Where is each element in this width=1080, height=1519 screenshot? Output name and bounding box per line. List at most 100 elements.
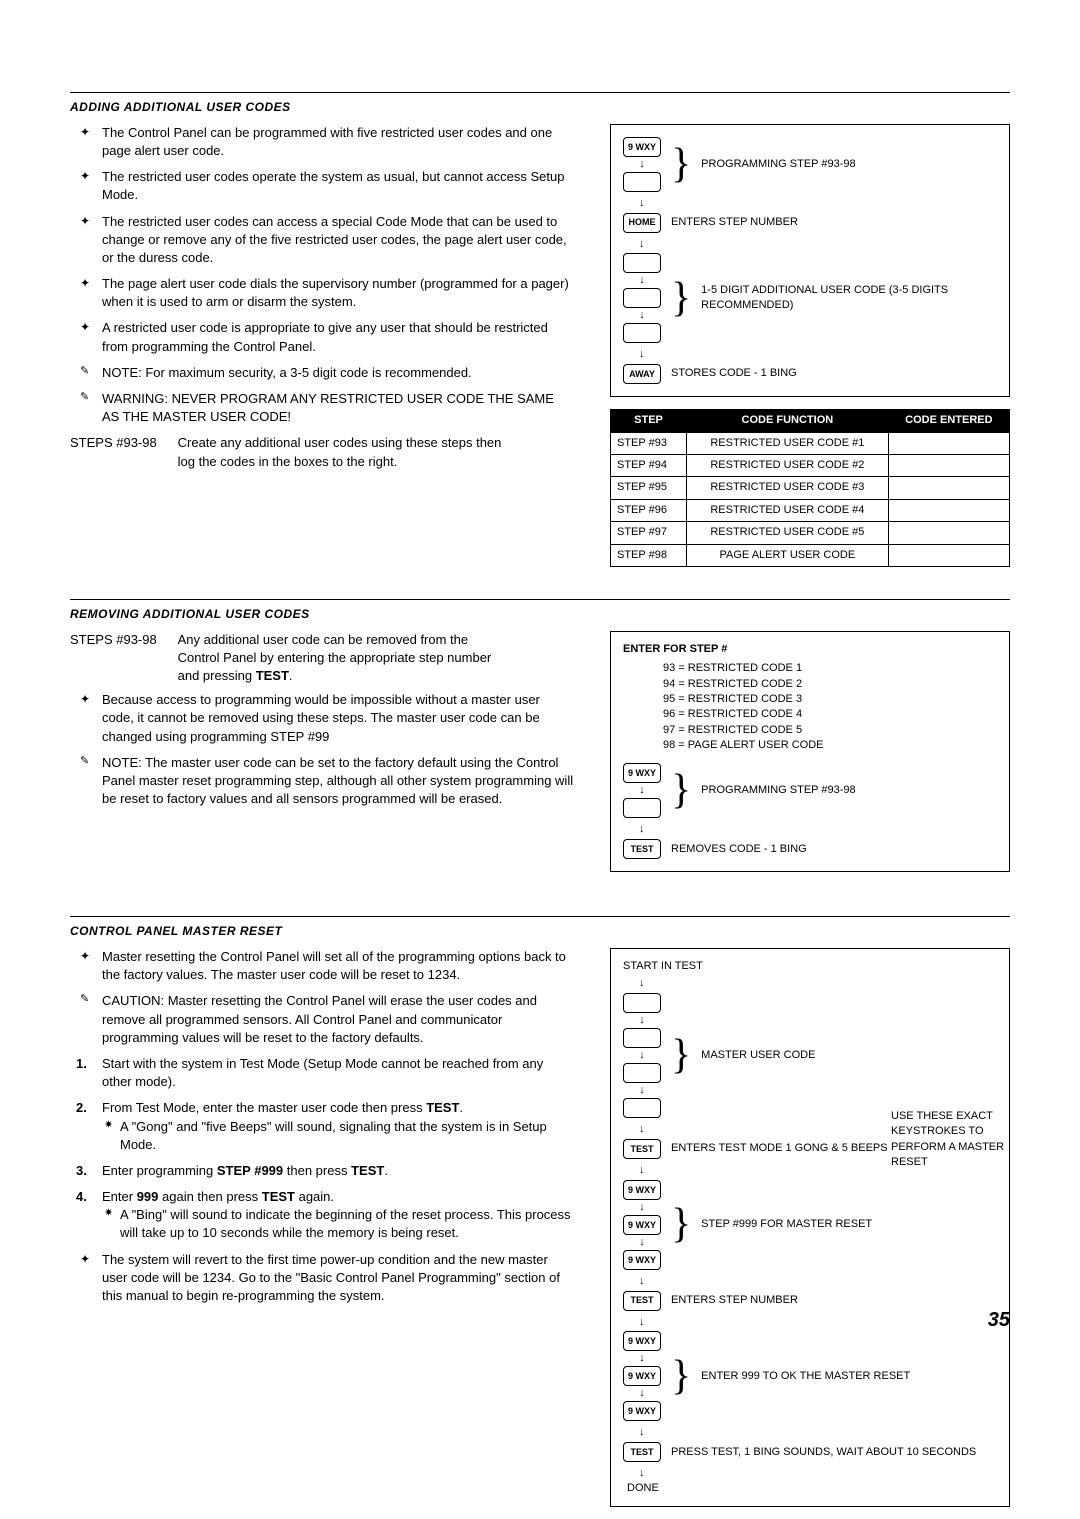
table-row: STEP #93RESTRICTED USER CODE #1 [611, 432, 1010, 454]
reset-title: CONTROL PANEL MASTER RESET [70, 923, 1010, 940]
keypad-key-home: HOME [623, 213, 661, 233]
arrow-down-icon: ↓ [639, 197, 645, 209]
numlist-text: From Test Mode, enter the master user co… [102, 1100, 463, 1115]
flow-text: STORES CODE - 1 BING [671, 366, 997, 381]
flow-text: REMOVES CODE - 1 BING [671, 842, 997, 857]
bold-text: TEST [426, 1100, 459, 1115]
arrow-down-icon: ↓ [639, 1426, 645, 1438]
arrow-down-icon: ↓ [639, 1467, 645, 1479]
code-list-item: 97 = RESTRICTED CODE 5 [663, 723, 997, 738]
flow-text: MASTER USER CODE [701, 1048, 997, 1063]
table-cell: RESTRICTED USER CODE #1 [687, 432, 889, 454]
note-item: CAUTION: Master resetting the Control Pa… [102, 992, 574, 1047]
arrow-down-icon: ↓ [639, 1275, 645, 1287]
flow-row: TESTPRESS TEST, 1 BING SOUNDS, WAIT ABOU… [623, 1442, 997, 1462]
adding-right: 9 WXY↓}PROGRAMMING STEP #93-98↓HOMEENTER… [610, 124, 1010, 567]
reset-columns: Master resetting the Control Panel will … [70, 948, 1010, 1519]
numlist-number: 4. [76, 1188, 87, 1206]
codes-table: STEPCODE FUNCTIONCODE ENTERED STEP #93RE… [610, 409, 1010, 567]
flow-text: PROGRAMMING STEP #93-98 [701, 157, 997, 172]
flow-text: ENTERS STEP NUMBER [671, 215, 997, 230]
arrow-down-icon: ↓ [639, 1388, 645, 1399]
arrow-down-icon: ↓ [639, 823, 645, 835]
flow-row: TESTENTERS STEP NUMBER [623, 1291, 997, 1311]
table-cell: RESTRICTED USER CODE #2 [687, 454, 889, 476]
table-row: STEP #94RESTRICTED USER CODE #2 [611, 454, 1010, 476]
arrow-down-icon: ↓ [639, 1164, 645, 1176]
numlist-number: 1. [76, 1055, 87, 1073]
codes-table-head: STEPCODE FUNCTIONCODE ENTERED [611, 410, 1010, 432]
keypad-key-9-wxy: 9 WXY [623, 1366, 661, 1386]
keypad-key-9-wxy: 9 WXY [623, 1180, 661, 1200]
removing-steps-row: STEPS #93-98 Any additional user code ca… [70, 631, 574, 686]
table-header: STEP [611, 410, 687, 432]
bullet-item: A restricted user code is appropriate to… [102, 319, 574, 355]
numlist-number: 3. [76, 1162, 87, 1180]
bold-text: STEP #999 [217, 1163, 283, 1178]
flow-text: 1-5 DIGIT ADDITIONAL USER CODE (3-5 DIGI… [701, 283, 997, 314]
code-list-item: 94 = RESTRICTED CODE 2 [663, 677, 997, 692]
keypad-key-test: TEST [623, 1442, 661, 1462]
section-rule [70, 916, 1010, 917]
keypad-key-9-wxy: 9 WXY [623, 1215, 661, 1235]
adding-steps-row: STEPS #93-98 Create any additional user … [70, 434, 574, 470]
flow-text: ENTER 999 TO OK THE MASTER RESET [701, 1369, 997, 1384]
section-rule [70, 92, 1010, 93]
table-cell [888, 522, 1009, 544]
section-rule [70, 599, 1010, 600]
reset-bullets: Master resetting the Control Panel will … [70, 948, 574, 1047]
table-cell: STEP #95 [611, 477, 687, 499]
bullet-item: Master resetting the Control Panel will … [102, 948, 574, 984]
brace-icon: } [671, 1043, 691, 1068]
code-list-item: 98 = PAGE ALERT USER CODE [663, 738, 997, 753]
arrow-down-icon: ↓ [639, 310, 645, 321]
adding-bullets: The Control Panel can be programmed with… [70, 124, 574, 427]
brace-icon: } [671, 778, 691, 803]
arrow-down-icon: ↓ [639, 1202, 645, 1213]
keypad-key-test: TEST [623, 1139, 661, 1159]
removing-title: REMOVING ADDITIONAL USER CODES [70, 606, 1010, 623]
reset-right: START IN TEST↓↓↓↓}MASTER USER CODE↓TESTE… [610, 948, 1010, 1519]
numlist-item: 3.Enter programming STEP #999 then press… [102, 1162, 574, 1180]
keypad-key-blank [623, 172, 661, 192]
arrow-down-icon: ↓ [639, 348, 645, 360]
note-item: NOTE: For maximum security, a 3-5 digit … [102, 364, 574, 382]
table-header: CODE ENTERED [888, 410, 1009, 432]
flowbox-remove: ENTER FOR STEP #93 = RESTRICTED CODE 194… [610, 631, 1010, 873]
code-list-item: 95 = RESTRICTED CODE 3 [663, 692, 997, 707]
removing-steps-bold: TEST [256, 668, 289, 683]
sub-list: A "Gong" and "five Beeps" will sound, si… [102, 1118, 574, 1154]
flowbox-reset: START IN TEST↓↓↓↓}MASTER USER CODE↓TESTE… [610, 948, 1010, 1507]
arrow-down-icon: ↓ [639, 159, 645, 170]
table-cell: STEP #97 [611, 522, 687, 544]
keypad-key-blank [623, 1028, 661, 1048]
flow-row: 9 WXY↓9 WXY↓9 WXY}STEP #999 FOR MASTER R… [623, 1180, 997, 1270]
key-column: 9 WXY↓9 WXY↓9 WXY [623, 1180, 661, 1270]
flow-reset-start: START IN TEST [623, 959, 997, 974]
bold-text: TEST [351, 1163, 384, 1178]
keypad-key-9-wxy: 9 WXY [623, 1250, 661, 1270]
key-column: AWAY [623, 364, 661, 384]
key-column: 9 WXY↓ [623, 137, 661, 192]
table-row: STEP #96RESTRICTED USER CODE #4 [611, 499, 1010, 521]
removing-steps-label: STEPS #93-98 [70, 631, 174, 649]
keypad-key-blank [623, 993, 661, 1013]
table-cell [888, 477, 1009, 499]
arrow-down-icon: ↓ [639, 238, 645, 250]
sub-item: A "Gong" and "five Beeps" will sound, si… [120, 1118, 574, 1154]
flow-remove-title: ENTER FOR STEP # [623, 642, 997, 657]
adding-title: ADDING ADDITIONAL USER CODES [70, 99, 1010, 116]
key-column: TEST [623, 839, 661, 859]
removing-bullets: Because access to programming would be i… [70, 691, 574, 808]
numlist-number: 2. [76, 1099, 87, 1117]
arrow-down-icon: ↓ [639, 1085, 645, 1096]
flow-row: 9 WXY↓}PROGRAMMING STEP #93-98 [623, 137, 997, 192]
brace-icon: } [671, 1364, 691, 1389]
keypad-key-blank [623, 1098, 661, 1118]
removing-left: STEPS #93-98 Any additional user code ca… [70, 631, 574, 885]
codes-table-body: STEP #93RESTRICTED USER CODE #1STEP #94R… [611, 432, 1010, 566]
table-cell: STEP #94 [611, 454, 687, 476]
table-row: STEP #98PAGE ALERT USER CODE [611, 544, 1010, 566]
table-cell: RESTRICTED USER CODE #4 [687, 499, 889, 521]
brace-icon: } [671, 1212, 691, 1237]
